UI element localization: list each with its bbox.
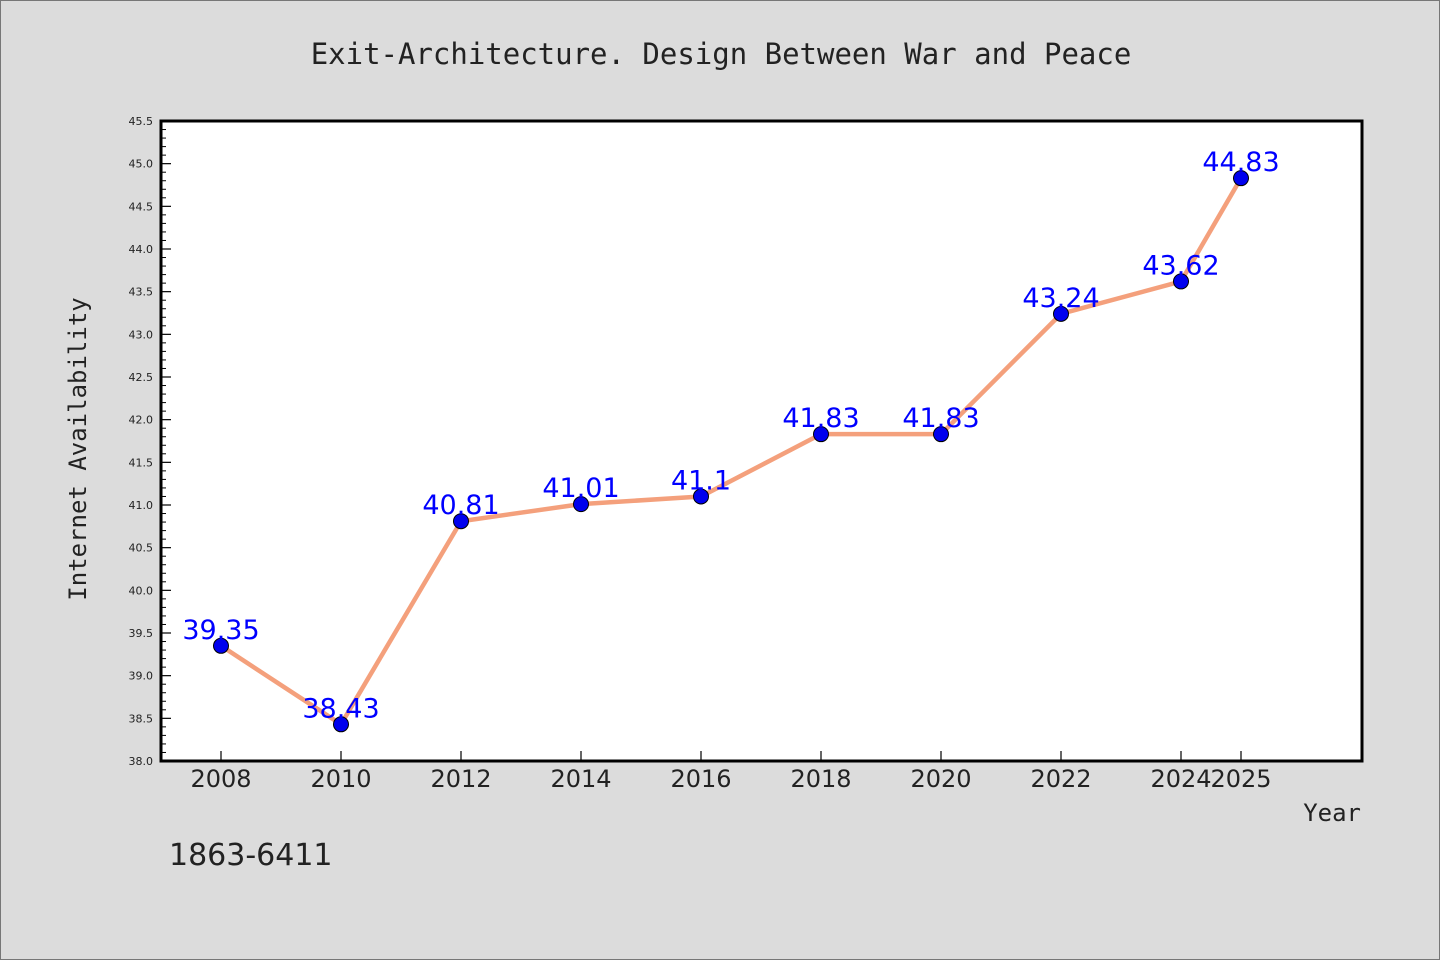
x-tick-label: 2010 [310, 765, 371, 793]
y-tick-label: 39.0 [129, 670, 154, 683]
x-tick-label: 2020 [910, 765, 971, 793]
y-axis-label: Internet Availability [64, 297, 92, 600]
chart-title: Exit-Architecture. Design Between War an… [311, 37, 1132, 71]
x-tick-label: 2012 [430, 765, 491, 793]
data-label: 41.01 [542, 473, 619, 504]
data-point [573, 496, 589, 513]
plot-area [159, 119, 1364, 763]
x-tick-label: 2024 [1150, 765, 1211, 793]
data-label: 41.83 [782, 403, 859, 434]
series-line [218, 175, 1244, 727]
footnote: 1863-6411 [169, 838, 333, 873]
y-tick-label: 42.5 [129, 371, 154, 384]
y-tick-label: 40.5 [129, 542, 154, 555]
y-tick-label: 42.0 [129, 414, 154, 427]
data-label: 41.83 [902, 403, 979, 434]
data-point [1053, 305, 1069, 322]
y-tick-label: 44.0 [129, 243, 154, 256]
y-axis: 38.0 38.5 39.0 39.5 40.0 40.5 41.0 41.5 42.0 42.5… [129, 115, 171, 768]
data-label: 38.43 [302, 693, 379, 724]
x-tick-label: 2016 [670, 765, 731, 793]
data-point [1233, 170, 1249, 187]
data-point [693, 488, 709, 505]
data-point [1173, 273, 1189, 290]
y-tick-label: 41.0 [129, 499, 154, 512]
x-tick-label: 2025 [1210, 765, 1271, 793]
x-axis-label: Year [1303, 799, 1361, 827]
data-point [213, 637, 229, 654]
data-point [813, 426, 829, 443]
y-tick-label: 45.5 [129, 115, 154, 128]
data-point [333, 716, 349, 733]
x-tick-label: 2022 [1030, 765, 1091, 793]
data-point [933, 426, 949, 443]
data-point [453, 513, 469, 530]
data-label: 40.81 [422, 490, 499, 521]
y-tick-label: 45.0 [129, 158, 154, 171]
y-tick-label: 40.0 [129, 584, 154, 597]
x-tick-label: 2014 [550, 765, 611, 793]
data-label: 41.1 [671, 465, 731, 496]
data-labels-group: 39.35 38.43 40.81 41.01 41.1 41.83 41.83 43.24 4… [182, 147, 1279, 724]
x-tick-label: 2018 [790, 765, 851, 793]
y-tick-label: 39.5 [129, 627, 154, 640]
data-label: 43.24 [1022, 283, 1099, 314]
y-tick-label: 38.0 [129, 755, 154, 768]
data-label: 44.83 [1202, 147, 1279, 178]
y-tick-label: 43.5 [129, 286, 154, 299]
data-label: 39.35 [182, 615, 259, 646]
data-label: 43.62 [1142, 250, 1219, 281]
series-points-group [213, 170, 1249, 733]
y-tick-label: 41.5 [129, 456, 154, 469]
series-line-group [218, 175, 1244, 727]
x-tick-label: 2008 [190, 765, 251, 793]
y-tick-label: 44.5 [129, 200, 154, 213]
y-tick-label: 43.0 [129, 328, 154, 341]
y-tick-label: 38.5 [129, 712, 154, 725]
